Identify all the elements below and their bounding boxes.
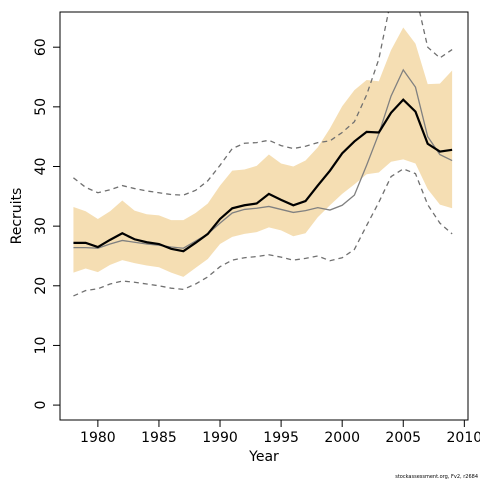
x-tick-label: 1980 xyxy=(80,430,116,446)
x-tick-label: 2000 xyxy=(324,430,360,446)
y-tick-label: 20 xyxy=(33,277,49,295)
plot-frame xyxy=(59,11,469,421)
y-tick-label: 30 xyxy=(33,217,49,235)
y-tick-label: 0 xyxy=(33,401,49,410)
x-tick-label: 1995 xyxy=(263,430,299,446)
y-tick-label: 60 xyxy=(33,38,49,56)
x-axis-label: Year xyxy=(248,449,279,465)
y-tick-label: 10 xyxy=(33,337,49,355)
x-tick-label: 1985 xyxy=(141,430,177,446)
series-line xyxy=(73,168,453,297)
footnote: stockassessment.org, Fv2, r2684 xyxy=(395,474,478,480)
y-tick-label: 40 xyxy=(33,158,49,176)
plot-area xyxy=(73,12,453,297)
x-tick-label: 1990 xyxy=(202,430,238,446)
series-line xyxy=(73,12,453,196)
series-line xyxy=(73,68,453,249)
y-axis-label: Recruits xyxy=(9,188,25,245)
x-tick-label: 2010 xyxy=(447,430,480,446)
confidence-band xyxy=(73,27,453,277)
y-tick-label: 50 xyxy=(33,98,49,116)
x-tick-label: 2005 xyxy=(385,430,421,446)
series-line xyxy=(73,98,453,253)
